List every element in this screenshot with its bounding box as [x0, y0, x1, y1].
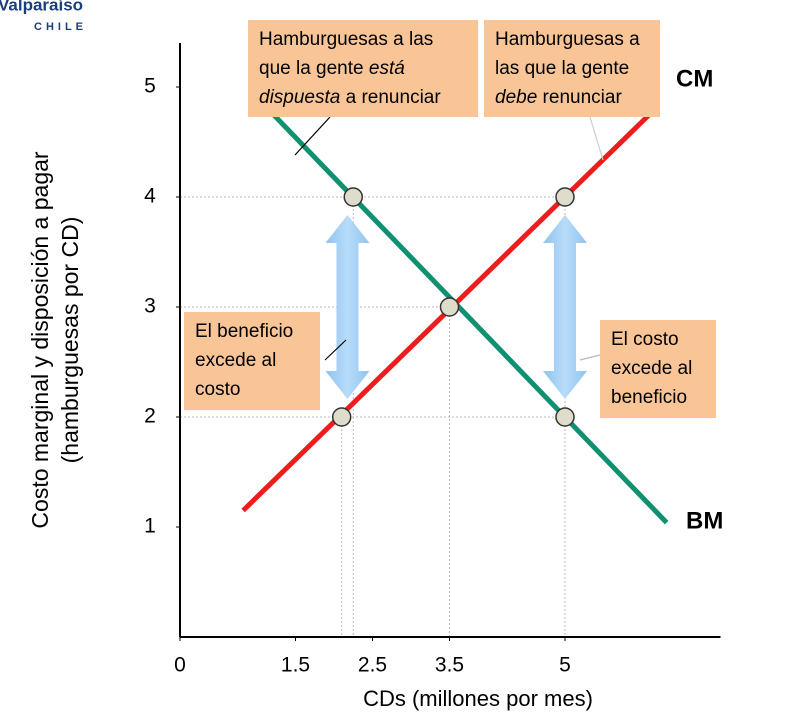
annotation-line: Hamburguesas a las — [259, 29, 433, 50]
point — [343, 187, 363, 207]
annotation-text: excede al — [195, 350, 276, 371]
annotation-text: a renunciar — [340, 87, 441, 108]
annotation-text: Hamburguesas a las — [259, 29, 433, 50]
y-axis-label-line: Costo marginal y disposición a pagar — [27, 151, 53, 528]
annotation-box — [484, 20, 660, 117]
annotation-text: renunciar — [537, 87, 622, 108]
series-label: BM — [686, 507, 723, 534]
annotation-box — [600, 320, 716, 418]
x-tick-label: 0 — [174, 654, 186, 677]
y-tick-label: 2 — [144, 405, 156, 428]
y-tick-label: 1 — [144, 515, 156, 538]
annotation-text: excede al — [611, 358, 692, 379]
annotation-text: debe — [495, 87, 537, 108]
logo-country: CHILE — [34, 21, 87, 33]
annotation-text: El beneficio — [195, 321, 293, 342]
annotation: El beneficio excede al costo — [184, 312, 347, 410]
annotation-text: Hamburguesas a — [495, 29, 640, 50]
x-tick-label: 2.5 — [358, 654, 387, 677]
x-tick-label: 5 — [559, 654, 571, 677]
y-tick-label: 3 — [144, 295, 156, 318]
annotation-line: beneficio — [611, 387, 687, 408]
annotation-box — [248, 20, 478, 117]
x-tick-label: 3.5 — [435, 654, 464, 677]
annotation-line: costo — [195, 379, 240, 400]
point — [555, 187, 575, 207]
y-tick-label: 5 — [144, 75, 156, 98]
x-axis-label: CDs (millones por mes) — [363, 686, 593, 711]
logo-name: Valparaíso — [0, 0, 83, 14]
series-label: CM — [676, 65, 713, 92]
annotation-box — [184, 312, 320, 410]
annotation-line: Hamburguesas a — [495, 29, 640, 50]
annotation: El costo excede al beneficio — [579, 320, 716, 418]
annotation-text: está — [369, 58, 405, 79]
y-axis-label: Costo marginal y disposición a pagar (ha… — [27, 151, 83, 528]
leader-line — [589, 116, 604, 161]
annotation-text: costo — [195, 379, 240, 400]
annotation-text: las que la gente — [495, 58, 629, 79]
y-tick-label: 4 — [144, 185, 156, 208]
annotation-line: dispuesta a renunciar — [259, 87, 441, 108]
double-arrow — [543, 215, 587, 399]
annotation-line: El costo — [611, 329, 679, 350]
annotation-line: excede al — [195, 350, 276, 371]
annotation-text: beneficio — [611, 387, 687, 408]
annotation-line: excede al — [611, 358, 692, 379]
annotation-line: que la gente está — [259, 58, 405, 79]
annotation-line: debe renunciar — [495, 87, 622, 108]
x-tick-label: 1.5 — [281, 654, 310, 677]
double-arrow — [325, 215, 370, 399]
annotation-text: dispuesta — [259, 87, 340, 108]
leader-line — [579, 354, 601, 361]
annotation: Hamburguesas a las que la gente debe renun… — [484, 20, 660, 161]
annotation-text: que la gente — [259, 58, 369, 79]
annotation-line: El beneficio — [195, 321, 293, 342]
annotation: Hamburguesas a las que la gente está dispu… — [248, 20, 478, 156]
point — [555, 407, 575, 427]
y-axis-label-line: (hamburguesas por CD) — [57, 217, 83, 464]
point — [331, 407, 352, 427]
leader-line — [324, 339, 347, 361]
point — [439, 297, 460, 317]
annotation-text: El costo — [611, 329, 679, 350]
leader-line — [294, 116, 331, 156]
annotation-line: las que la gente — [495, 58, 629, 79]
